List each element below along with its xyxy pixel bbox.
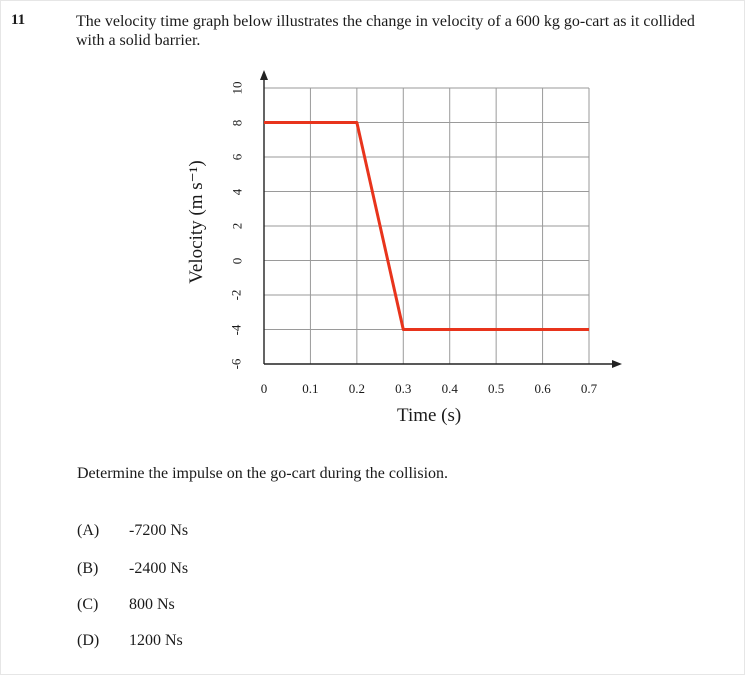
velocity-time-chart [260,70,622,368]
x-tick-label: 0.2 [348,381,365,396]
x-tick-label: 0.1 [302,381,319,396]
y-axis-arrow [260,70,268,80]
x-axis-arrow [612,360,622,368]
x-tick-label: 0.5 [488,381,505,396]
option-letter: (B) [77,560,99,577]
y-tick-label: -6 [228,358,244,370]
y-tick-label: -4 [228,324,244,335]
y-tick-label: 10 [229,81,245,95]
answer-option[interactable]: (A) -7200 Ns [77,522,188,540]
option-text: 1200 Ns [129,632,183,649]
option-letter: (C) [77,596,99,613]
question-text: The velocity time graph below illustrate… [76,13,695,49]
option-text: -2400 Ns [129,560,189,577]
x-axis-label: Time (s) [397,405,462,426]
x-tick-label: 0.3 [395,381,412,396]
y-tick-label: 6 [229,153,245,161]
y-tick-label: 2 [229,222,245,230]
option-text: -7200 Ns [129,522,189,539]
answer-option[interactable]: (B) -2400 Ns [77,560,188,578]
y-tick-label: 8 [229,119,245,126]
answer-option[interactable]: (C) 800 Ns [77,596,175,614]
option-letter: (D) [77,632,100,649]
y-tick-label: 4 [229,188,245,195]
answer-option[interactable]: (D) 1200 Ns [77,632,183,650]
x-tick-label: 0.7 [580,381,598,396]
x-tick-label: 0 [260,381,268,396]
option-text: 800 Ns [129,596,175,613]
question-number: 11 [11,12,26,28]
question-prompt: Determine the impulse on the go-cart dur… [77,465,449,482]
x-tick-label: 0.4 [441,381,458,396]
y-tick-label: 0 [229,257,245,264]
y-axis-label: Velocity (m s⁻¹) [186,160,207,284]
option-letter: (A) [77,522,100,539]
x-tick-label: 0.6 [534,381,551,396]
y-tick-label: -2 [228,289,244,301]
velocity-series-line [264,121,589,331]
